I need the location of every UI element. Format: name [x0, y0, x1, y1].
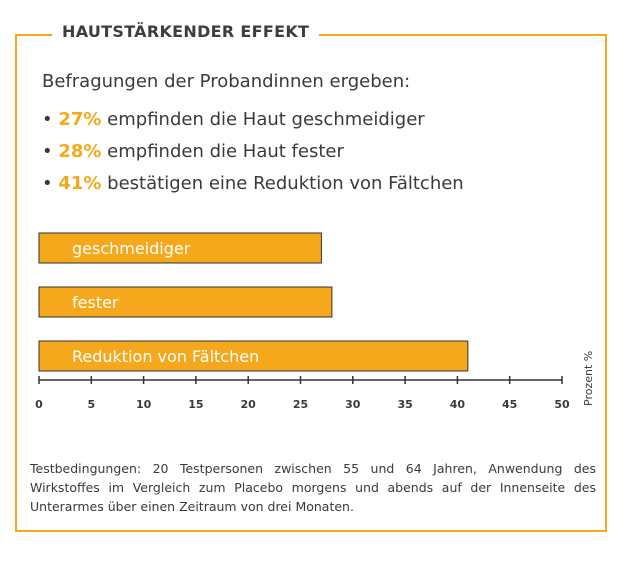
results-list: • 27% empfinden die Haut geschmeidiger •… — [42, 104, 464, 200]
intro-text: Befragungen der Probandinnen ergeben: — [42, 71, 411, 92]
result-text: empfinden die Haut geschmeidiger — [107, 109, 425, 130]
x-tick-label-10: 50 — [554, 398, 570, 411]
bar-2 — [38, 340, 469, 372]
x-tick-label-9: 45 — [502, 398, 517, 411]
test-conditions-note: Testbedingungen: 20 Testpersonen zwische… — [30, 461, 596, 514]
x-axis-ticks: 0 5 10 15 20 25 30 35 40 45 50 — [35, 376, 570, 411]
bar-label-1: fester — [72, 293, 119, 312]
bar-label-0: geschmeidiger — [72, 239, 191, 258]
result-item: • 41% bestätigen eine Reduktion von Fält… — [42, 173, 464, 194]
x-tick-label-0: 0 — [35, 398, 43, 411]
x-axis-label: Prozent % — [582, 351, 595, 406]
section-heading: HAUTSTÄRKENDER EFFEKT — [52, 22, 320, 41]
bars-group: geschmeidiger fester Reduktion von Fältche… — [38, 232, 469, 372]
x-tick-label-2: 10 — [136, 398, 152, 411]
result-percent: 27% — [58, 109, 102, 130]
result-item: • 28% empfinden die Haut fester — [42, 141, 344, 162]
result-percent: 28% — [58, 141, 102, 162]
x-tick-label-6: 30 — [345, 398, 361, 411]
bar-label-2: Reduktion von Fältchen — [72, 347, 259, 366]
x-tick-label-5: 25 — [293, 398, 308, 411]
x-tick-label-1: 5 — [87, 398, 95, 411]
bar-1 — [38, 286, 333, 318]
x-tick-label-7: 35 — [397, 398, 412, 411]
x-tick-label-8: 40 — [450, 398, 466, 411]
result-text: empfinden die Haut fester — [107, 141, 344, 162]
x-tick-label-4: 20 — [241, 398, 257, 411]
result-item: • 27% empfinden die Haut geschmeidiger — [42, 109, 425, 130]
bar-0 — [38, 232, 322, 264]
result-percent: 41% — [58, 173, 102, 194]
x-tick-label-3: 15 — [188, 398, 203, 411]
result-text: bestätigen eine Reduktion von Fältchen — [107, 173, 464, 194]
